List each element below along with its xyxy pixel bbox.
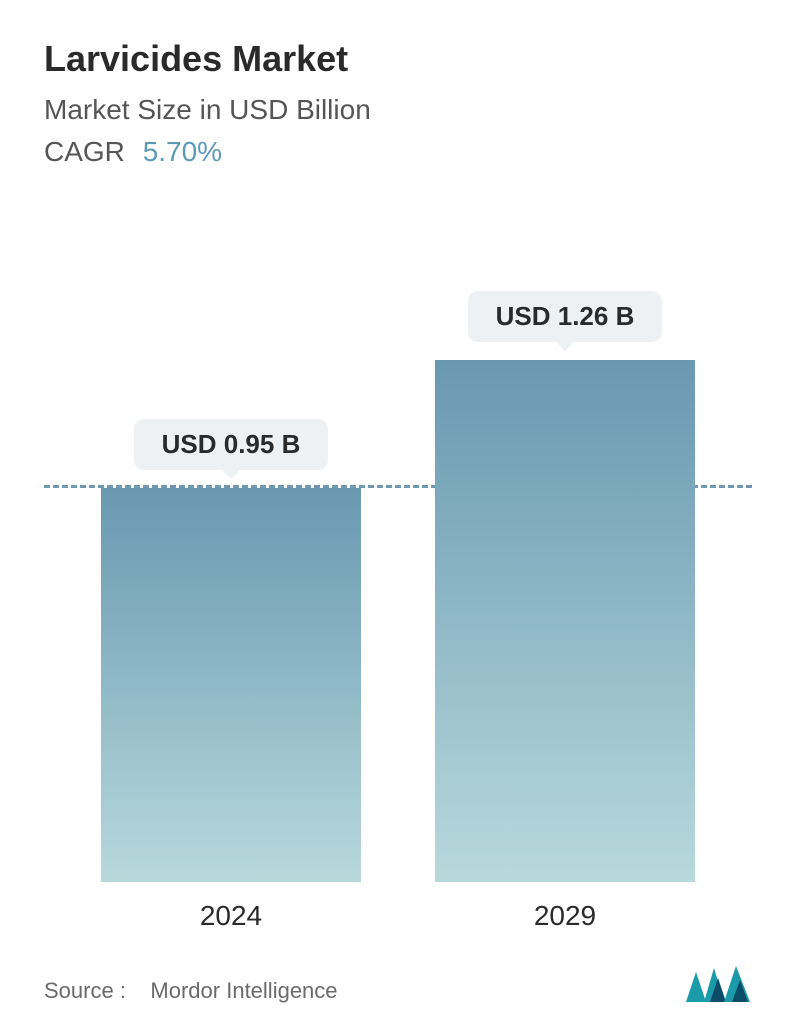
xaxis-label: 2024 [200,900,262,932]
cagr-value: 5.70% [143,136,222,167]
bar [435,360,695,882]
cagr-line: CAGR 5.70% [44,136,752,168]
bar-column: USD 0.95 B 2024 [81,419,381,932]
chart-footer: Source : Mordor Intelligence [44,956,752,1004]
bars-row: USD 0.95 B 2024 USD 1.26 B 2029 [44,180,752,932]
xaxis-label: 2029 [534,900,596,932]
bar-column: USD 1.26 B 2029 [415,291,715,932]
brand-logo-icon [684,964,752,1004]
chart-plot-area: USD 0.95 B 2024 USD 1.26 B 2029 [44,180,752,932]
chart-subtitle: Market Size in USD Billion [44,94,752,126]
cagr-label: CAGR [44,136,125,167]
bar [101,488,361,882]
source-attribution: Source : Mordor Intelligence [44,978,338,1004]
source-name: Mordor Intelligence [150,978,337,1003]
value-pill: USD 0.95 B [134,419,329,470]
chart-container: Larvicides Market Market Size in USD Bil… [0,0,796,1034]
chart-title: Larvicides Market [44,38,752,80]
source-prefix: Source : [44,978,126,1003]
value-pill: USD 1.26 B [468,291,663,342]
